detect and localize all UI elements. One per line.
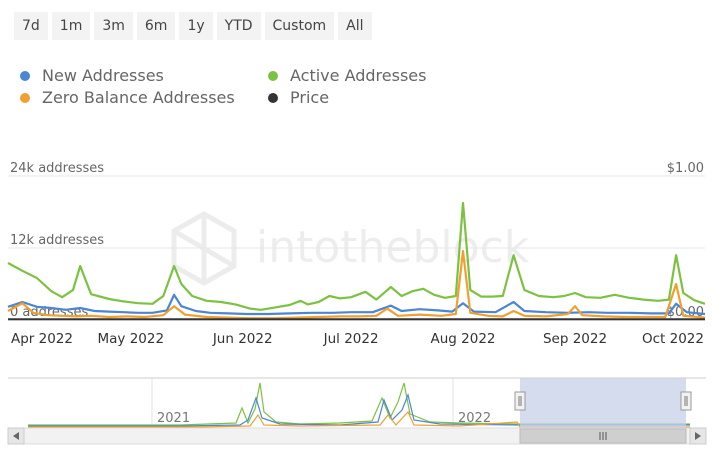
chart-legend: New Addresses Active Addresses Zero Bala…	[20, 66, 480, 112]
navigator-series-zero-balance	[28, 410, 690, 428]
range-selector: 7d 1m 3m 6m 1y YTD Custom All	[14, 12, 372, 40]
range-7d-button[interactable]: 7d	[14, 12, 48, 40]
x-tick-label-sep: Sep 2022	[543, 331, 607, 347]
range-all-button[interactable]: All	[338, 12, 372, 40]
legend-label-price: Price	[290, 88, 330, 107]
legend-active-addresses[interactable]: Active Addresses	[268, 66, 426, 85]
navigator-year-2022: 2022	[458, 411, 491, 426]
navigator-selected-range[interactable]	[520, 378, 686, 428]
x-tick-label-aug: Aug 2022	[430, 331, 495, 347]
navigator-year-2021: 2021	[157, 411, 190, 426]
scrollbar	[7, 427, 707, 445]
navigator: 2021 2022	[8, 377, 706, 428]
legend-label-new-addresses: New Addresses	[42, 66, 164, 85]
range-custom-button[interactable]: Custom	[264, 12, 335, 40]
navigator-series-active	[28, 382, 690, 426]
legend-new-addresses[interactable]: New Addresses	[20, 66, 164, 85]
range-1y-button[interactable]: 1y	[179, 12, 213, 40]
range-3m-button[interactable]: 3m	[94, 12, 133, 40]
x-tick-label-jul: Jul 2022	[323, 331, 379, 347]
legend-dot-price	[268, 92, 278, 103]
x-tick-label-apr: Apr 2022	[11, 331, 73, 347]
range-6m-button[interactable]: 6m	[136, 12, 176, 40]
legend-zero-balance-addresses[interactable]: Zero Balance Addresses	[20, 88, 235, 107]
navigator-left-handle[interactable]	[514, 391, 526, 411]
series-line-new-addresses	[7, 293, 706, 316]
x-tick-label-jun: Jun 2022	[212, 331, 273, 347]
legend-label-active-addresses: Active Addresses	[290, 66, 427, 85]
y-left-tick-label-top: 24k addresses	[10, 161, 104, 176]
legend-dot-new-addresses	[20, 70, 30, 81]
scrollbar-grip-icon	[599, 432, 607, 440]
series-layer	[7, 201, 706, 321]
legend-price[interactable]: Price	[268, 88, 329, 107]
legend-dot-active-addresses	[268, 70, 278, 81]
x-tick-label-may: May 2022	[98, 331, 165, 347]
legend-dot-zero-balance-addresses	[20, 92, 30, 103]
series-line-zero-balance-addresses	[7, 249, 706, 320]
series-line-active-addresses	[7, 201, 706, 311]
x-tick-label-oct: Oct 2022	[642, 331, 704, 347]
scroll-right-arrow-icon	[695, 432, 701, 440]
range-1m-button[interactable]: 1m	[51, 12, 91, 40]
range-ytd-button[interactable]: YTD	[216, 12, 261, 40]
y-right-tick-label-top: $1.00	[667, 161, 704, 176]
y-left-tick-label-mid: 12k addresses	[10, 233, 104, 248]
legend-label-zero-balance-addresses: Zero Balance Addresses	[42, 88, 235, 107]
navigator-right-handle[interactable]	[680, 391, 692, 411]
scroll-left-arrow-icon	[13, 432, 19, 440]
navigator-series-new	[28, 393, 690, 427]
